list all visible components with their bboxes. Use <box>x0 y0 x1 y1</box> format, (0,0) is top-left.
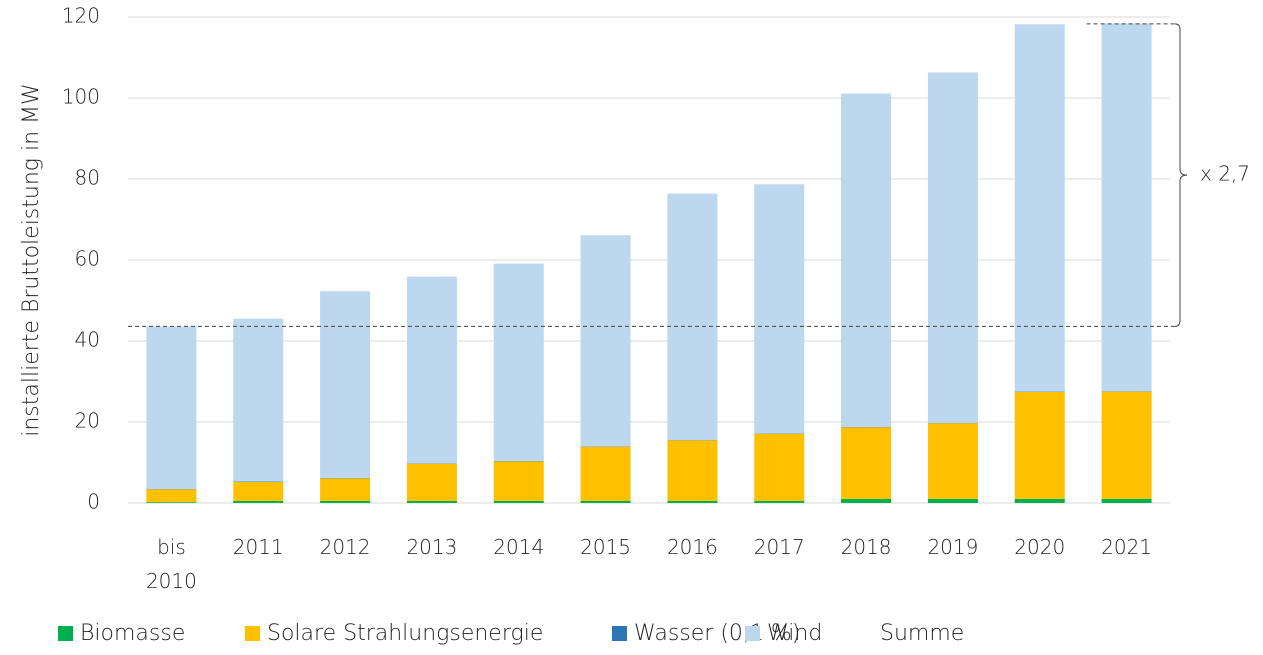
bar-segment <box>667 500 718 503</box>
bar-segment <box>146 502 197 503</box>
bar-segment <box>580 446 631 501</box>
bar-segment <box>493 263 544 461</box>
x-tick-label: 2018 <box>840 535 892 559</box>
bar-segment <box>320 500 371 503</box>
bar-segment <box>493 461 544 501</box>
x-tick-label: 2017 <box>753 535 805 559</box>
bar-segment <box>493 500 544 503</box>
bar-segment <box>841 427 892 499</box>
bracket <box>1174 23 1188 327</box>
x-tick-label: 2012 <box>319 535 371 559</box>
y-tick-label: 20 <box>75 409 100 433</box>
bar-segment <box>406 276 457 464</box>
bar-segment <box>1101 391 1152 499</box>
bar-segment <box>841 498 892 503</box>
x-tick-label: 2015 <box>580 535 632 559</box>
y-axis-label: installierte Bruttoleistung in MW <box>19 83 44 437</box>
bar-segment <box>927 498 978 503</box>
legend-swatch <box>745 626 760 641</box>
bar-segment <box>233 481 284 501</box>
legend-label: Wasser (0,1 %) <box>634 621 800 646</box>
bar-segment <box>1014 392 1065 499</box>
bar-segment <box>667 440 718 501</box>
y-tick-label: 40 <box>75 328 100 352</box>
y-tick-label: 60 <box>75 247 100 271</box>
x-tick-label: bis 2010 <box>145 535 197 593</box>
bar-segment <box>667 193 718 440</box>
legend-label: Solare Strahlungsenergie <box>267 621 543 646</box>
legend-label: Wind <box>767 621 822 646</box>
x-tick-label: 2021 <box>1101 535 1153 559</box>
x-tick-label: 2019 <box>927 535 979 559</box>
annotation: x 2,7 <box>1200 162 1250 186</box>
bar-segment <box>320 478 371 501</box>
bar-segment <box>233 500 284 503</box>
bar-segment <box>1014 498 1065 503</box>
bar-segment <box>1101 23 1152 392</box>
bar-segment <box>406 500 457 503</box>
bar-segment <box>927 423 978 499</box>
bar-segment <box>1101 498 1152 503</box>
bar-segment <box>146 326 197 489</box>
bar-segment <box>754 500 805 503</box>
bar-segment <box>841 93 892 427</box>
legend-swatch <box>612 626 627 641</box>
y-tick-label: 120 <box>62 4 100 28</box>
legend-swatch <box>245 626 260 641</box>
x-tick-label: 2020 <box>1014 535 1066 559</box>
y-tick-label: 100 <box>62 85 100 109</box>
legend-label: Summe <box>880 621 964 646</box>
bar-segment <box>233 318 284 482</box>
x-tick-label: 2011 <box>232 535 284 559</box>
legend-label: Biomasse <box>80 621 185 646</box>
bar-segment <box>320 291 371 478</box>
y-tick-label: 0 <box>87 490 100 514</box>
bar-segment <box>580 500 631 503</box>
bar-segment <box>754 433 805 501</box>
x-tick-label: 2014 <box>493 535 545 559</box>
bar-segment <box>927 72 978 423</box>
x-tick-label: 2013 <box>406 535 458 559</box>
bar-segment <box>406 463 457 501</box>
bar-segment <box>146 489 197 503</box>
y-tick-label: 80 <box>75 166 100 190</box>
bar-segment <box>1014 24 1065 392</box>
x-tick-label: 2016 <box>666 535 718 559</box>
bar-segment <box>580 235 631 447</box>
legend-swatch <box>58 626 73 641</box>
bar-segment <box>754 184 805 434</box>
